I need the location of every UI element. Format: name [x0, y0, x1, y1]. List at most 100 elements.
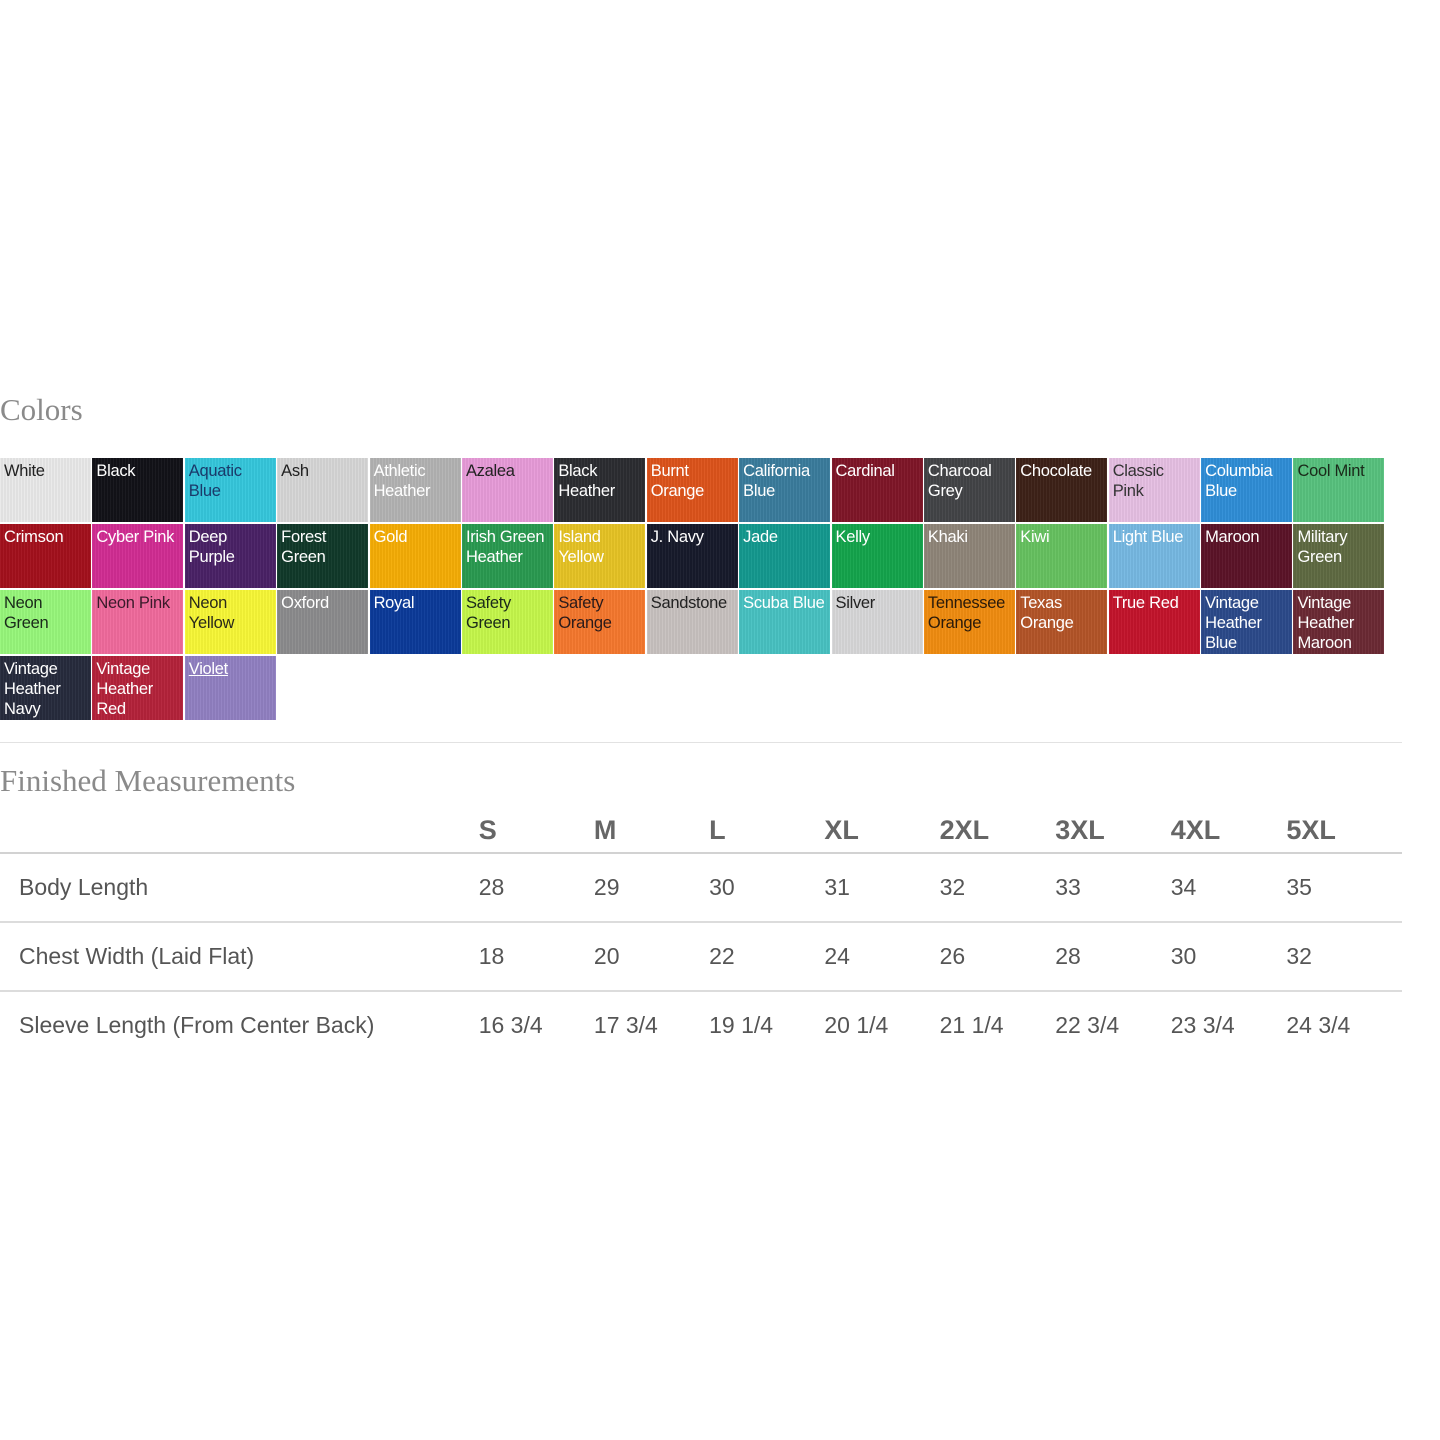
color-swatch[interactable]: Jade — [739, 524, 831, 588]
color-swatch-label: Vintage Heather Navy — [4, 660, 61, 718]
color-swatch[interactable]: Military Green — [1293, 524, 1385, 588]
color-swatch[interactable]: Vintage Heather Red — [92, 656, 184, 720]
color-swatch[interactable]: Black — [92, 458, 184, 522]
measurement-value: 20 — [593, 922, 710, 992]
color-swatch-label: Forest Green — [281, 528, 327, 566]
color-swatch-label: Classic Pink — [1112, 462, 1164, 500]
color-swatch[interactable]: Vintage Heather Navy — [0, 656, 91, 720]
color-swatch-label: Azalea — [465, 462, 515, 480]
color-swatch[interactable]: Violet — [184, 656, 276, 720]
color-swatch[interactable]: Classic Pink — [1108, 458, 1200, 522]
color-swatch[interactable]: Khaki — [923, 524, 1015, 588]
measurement-value: 32 — [1286, 922, 1402, 992]
color-swatch-label: Columbia Blue — [1205, 462, 1273, 500]
color-swatch-label: Jade — [743, 528, 778, 546]
color-swatch-label: Charcoal Grey — [927, 462, 992, 500]
color-swatch-label: Royal — [373, 594, 415, 612]
color-swatch[interactable]: Safety Orange — [554, 590, 646, 654]
color-swatch[interactable]: Vintage Heather Maroon — [1293, 590, 1385, 654]
color-swatch[interactable]: Vintage Heather Blue — [1201, 590, 1293, 654]
color-swatch-label: Light Blue — [1112, 528, 1184, 546]
color-swatch[interactable]: Aquatic Blue — [184, 458, 276, 522]
color-swatch[interactable]: Sandstone — [646, 590, 738, 654]
measurement-value: 34 — [1170, 853, 1287, 923]
color-swatch[interactable]: True Red — [1108, 590, 1200, 654]
color-swatch-label: Tennessee Orange — [927, 594, 1006, 632]
color-swatch[interactable]: Kiwi — [1016, 524, 1108, 588]
color-swatch-label: Kelly — [835, 528, 871, 546]
color-swatch[interactable]: Royal — [369, 590, 461, 654]
color-swatch[interactable]: Ash — [277, 458, 369, 522]
color-swatch[interactable]: Neon Green — [0, 590, 91, 654]
size-header-row: S M L XL 2XL 3XL 4XL 5XL — [0, 808, 1402, 854]
color-swatch-label: Ash — [281, 462, 309, 480]
color-swatch-label: Irish Green Heather — [465, 528, 545, 566]
measurement-value: 19 1/4 — [709, 1012, 774, 1038]
color-swatch-label: Cyber Pink — [96, 528, 175, 546]
color-swatch-label: Safety Orange — [558, 594, 612, 632]
color-swatch-label: Khaki — [927, 528, 968, 546]
color-swatch[interactable]: Cyber Pink — [92, 524, 184, 588]
color-swatch[interactable]: Oxford — [277, 590, 369, 654]
color-swatch[interactable]: Neon Pink — [92, 590, 184, 654]
size-header: 3XL — [1055, 808, 1171, 854]
measurement-value: 28 — [478, 853, 594, 923]
color-swatch[interactable]: Maroon — [1201, 524, 1293, 588]
color-swatch-label: Deep Purple — [188, 528, 235, 566]
color-swatch[interactable]: Texas Orange — [1016, 590, 1108, 654]
size-header: 5XL — [1286, 808, 1402, 854]
color-swatch[interactable]: Columbia Blue — [1201, 458, 1293, 522]
color-swatch[interactable]: Burnt Orange — [646, 458, 738, 522]
color-swatch-label: True Red — [1112, 594, 1179, 612]
measurements-table: S M L XL 2XL 3XL 4XL 5XL Body Length 28 29 30 31 32 3… — [0, 808, 1402, 1059]
color-swatch[interactable]: Cool Mint — [1293, 458, 1385, 522]
color-swatch-label: Island Yellow — [558, 528, 604, 566]
color-swatch[interactable]: Charcoal Grey — [923, 458, 1015, 522]
color-swatch[interactable]: Kelly — [831, 524, 923, 588]
color-swatch[interactable]: Cardinal — [831, 458, 923, 522]
color-swatch[interactable]: Forest Green — [277, 524, 369, 588]
color-swatch[interactable]: Athletic Heather — [369, 458, 461, 522]
measurement-value: 16 3/4 — [478, 1012, 543, 1038]
color-swatch-label: Aquatic Blue — [188, 462, 242, 500]
color-swatch[interactable]: California Blue — [739, 458, 831, 522]
color-swatch[interactable]: Silver — [831, 590, 923, 654]
color-swatch-label: Crimson — [4, 528, 64, 546]
color-swatch-label: J. Navy — [650, 528, 704, 546]
color-swatch[interactable]: Black Heather — [554, 458, 646, 522]
color-swatch[interactable]: Safety Green — [461, 590, 553, 654]
measurement-value: 24 — [824, 922, 940, 992]
size-header: XL — [824, 808, 940, 854]
color-swatch[interactable]: Gold — [369, 524, 461, 588]
color-swatch[interactable]: Crimson — [0, 524, 91, 588]
color-swatch[interactable]: Light Blue — [1108, 524, 1200, 588]
color-swatch[interactable]: Scuba Blue — [739, 590, 831, 654]
measurement-value: 26 — [939, 922, 1056, 992]
color-swatch-label: Burnt Orange — [650, 462, 705, 500]
color-swatch[interactable]: Azalea — [461, 458, 553, 522]
color-swatch-label: Kiwi — [1020, 528, 1050, 546]
measurement-label: Sleeve Length (From Center Back) — [19, 1012, 375, 1038]
color-swatch[interactable]: Island Yellow — [554, 524, 646, 588]
color-swatch[interactable]: Chocolate — [1016, 458, 1108, 522]
color-swatch[interactable]: Tennessee Orange — [923, 590, 1015, 654]
measurement-value: 33 — [1055, 853, 1171, 923]
color-swatch[interactable]: Irish Green Heather — [461, 524, 553, 588]
color-swatch-label: Vintage Heather Blue — [1205, 594, 1262, 652]
measurement-value: 24 3/4 — [1286, 1012, 1351, 1038]
measurement-row: Chest Width (Laid Flat) 18 20 22 24 26 28 30 32 — [0, 922, 1402, 992]
size-header: L — [709, 808, 825, 854]
section-divider — [0, 742, 1402, 743]
color-swatch-label: Maroon — [1205, 528, 1260, 546]
measurement-value: 17 3/4 — [593, 1012, 658, 1038]
color-swatch-label: Cardinal — [835, 462, 895, 480]
color-swatch[interactable]: Neon Yellow — [184, 590, 276, 654]
color-swatch-label: Chocolate — [1020, 462, 1092, 480]
size-header: 4XL — [1170, 808, 1287, 854]
color-swatch[interactable]: White — [0, 458, 91, 522]
color-swatch[interactable]: Deep Purple — [184, 524, 276, 588]
color-swatch[interactable]: J. Navy — [646, 524, 738, 588]
color-swatch-label: Athletic Heather — [373, 462, 431, 500]
color-swatch-label: White — [4, 462, 45, 480]
measurement-label: Body Length — [0, 853, 479, 923]
